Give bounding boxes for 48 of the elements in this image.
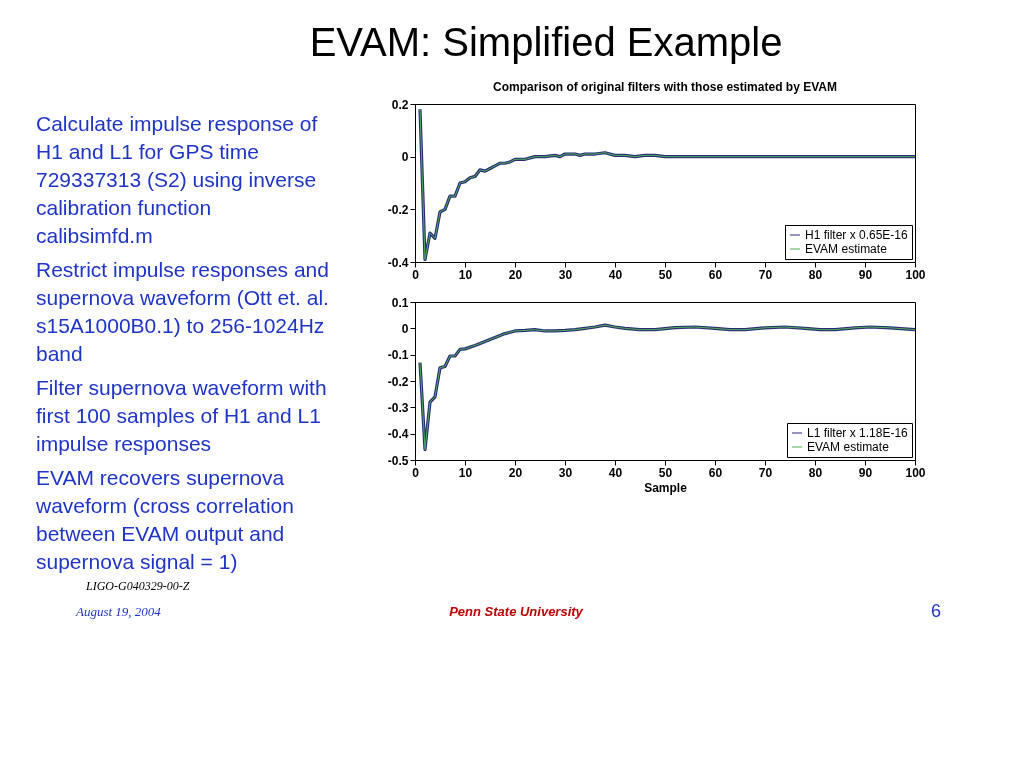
x-tick-label: 0 [412, 465, 420, 480]
y-tick-label: 0 [401, 321, 409, 336]
x-tick-label: 30 [558, 267, 573, 282]
legend-label: EVAM estimate [805, 242, 888, 256]
x-tick-label: 10 [458, 465, 473, 480]
x-tick-label: 10 [458, 267, 473, 282]
x-axis-title: Sample [644, 480, 688, 495]
text: EVAM: Simplified Example [309, 20, 783, 64]
x-tick-label: 0 [412, 267, 420, 282]
y-tick-label: -0.3 [387, 400, 409, 415]
y-tick-label: -0.1 [387, 348, 409, 363]
x-tick-label: 90 [858, 267, 873, 282]
x-tick-label: 30 [558, 465, 573, 480]
y-tick-label: -0.4 [387, 427, 409, 442]
x-tick-label: 70 [758, 465, 773, 480]
y-tick-label: -0.5 [387, 453, 409, 468]
x-tick-label: 20 [508, 465, 523, 480]
x-tick-label: 70 [758, 267, 773, 282]
text: 6 [930, 601, 942, 621]
x-tick-label: 100 [905, 267, 926, 282]
x-tick-label: 50 [658, 267, 673, 282]
y-tick-label: -0.4 [387, 255, 409, 270]
text: Penn State University [449, 604, 584, 619]
x-tick-label: 90 [858, 465, 873, 480]
y-tick-label: 0.2 [391, 97, 409, 112]
y-tick-label: 0.1 [391, 295, 409, 310]
x-tick-label: 80 [808, 465, 823, 480]
legend-label: EVAM estimate [807, 440, 890, 454]
x-tick-label: 60 [708, 267, 723, 282]
y-tick-label: -0.2 [387, 374, 409, 389]
y-tick-label: 0 [401, 150, 409, 165]
legend-label: H1 filter x 0.65E-16 [805, 228, 909, 242]
chart-title: Comparison of original filters with those estimated by EVAM [493, 80, 837, 94]
y-tick-label: -0.2 [387, 202, 409, 217]
x-tick-label: 40 [608, 267, 623, 282]
legend-label: L1 filter x 1.18E-16 [807, 426, 909, 440]
x-tick-label: 40 [608, 465, 623, 480]
x-tick-label: 50 [658, 465, 673, 480]
x-tick-label: 60 [708, 465, 723, 480]
x-tick-label: 100 [905, 465, 926, 480]
text: EVAM recovers supernova waveform (cross correlation between EVAM output and supernova signal = 1) [35, 466, 294, 573]
x-tick-label: 20 [508, 267, 523, 282]
text: August 19, 2004 [75, 604, 162, 619]
text: Calculate impulse response of H1 and L1 for GPS time 729337313 (S2) using inverse calibration function calibsimfd.m [36, 112, 318, 247]
x-tick-label: 80 [808, 267, 823, 282]
text: Filter supernova waveform with first 100 samples of H1 and L1 impulse responses [36, 376, 327, 455]
text: LIGO-G040329-00-Z [85, 579, 190, 593]
text: Restrict impulse responses and supernova waveform (Ott et. al. s15A1000B0.1) to 256-1024Hz band [36, 258, 329, 365]
